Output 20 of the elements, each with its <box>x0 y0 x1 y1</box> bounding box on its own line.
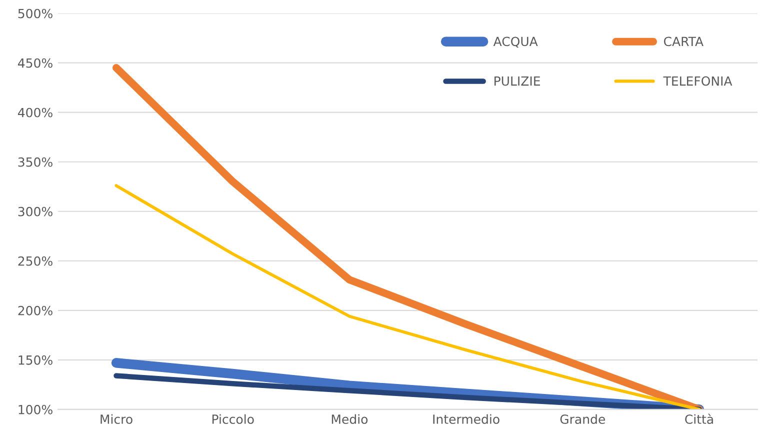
y-tick-label: 400% <box>18 108 52 118</box>
x-tick-label: Medio <box>332 414 368 424</box>
y-tick-label: 250% <box>18 256 52 266</box>
y-tick-label: 150% <box>18 355 52 365</box>
y-tick-label: 350% <box>18 157 52 167</box>
x-tick-label: Piccolo <box>212 414 254 424</box>
y-tick-label: 300% <box>18 206 52 216</box>
y-tick-label: 100% <box>18 404 52 414</box>
y-tick-label: 500% <box>18 8 52 18</box>
x-tick-label: Grande <box>560 414 605 424</box>
legend-label: TELEFONIA <box>663 76 732 86</box>
line-series <box>114 184 701 410</box>
legend-label: PULIZIE <box>494 76 540 86</box>
legend-label: CARTA <box>664 36 704 46</box>
legend-label: ACQUA <box>493 36 538 48</box>
x-tick-label: Micro <box>100 414 132 424</box>
x-tick-label: Città <box>685 414 713 424</box>
x-tick-label: Intermedio <box>433 414 500 424</box>
y-tick-label: 450% <box>18 58 52 68</box>
y-tick-label: 200% <box>18 306 52 316</box>
